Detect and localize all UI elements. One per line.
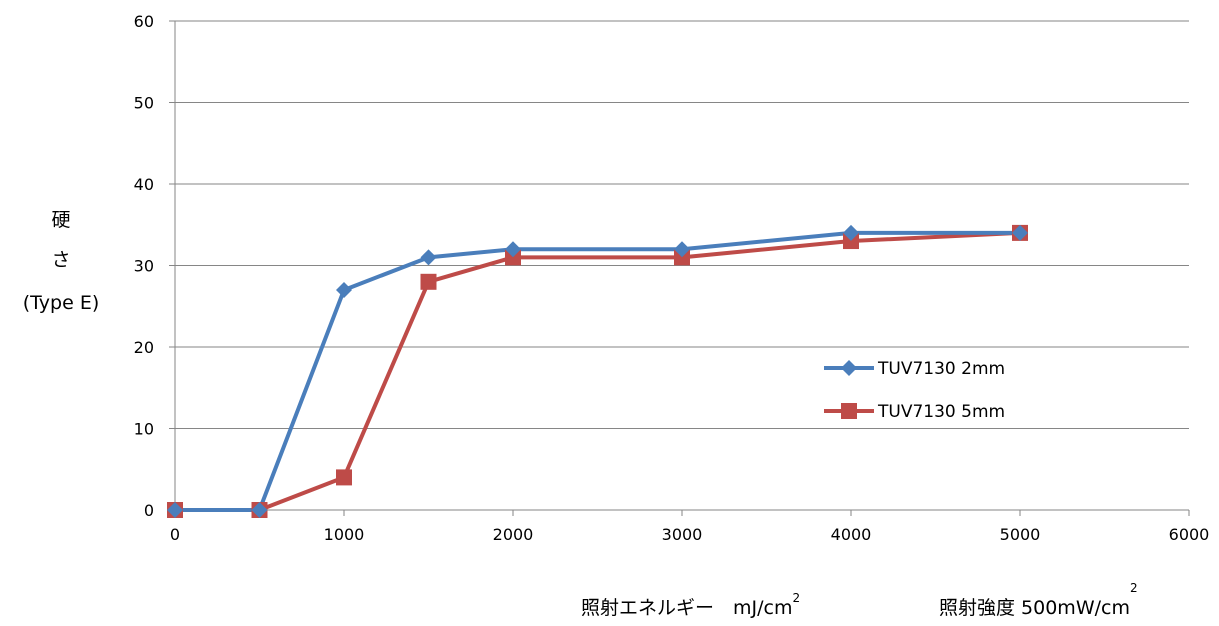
y-axis-label-line-1: 硬 (51, 209, 70, 231)
x-tick-label: 0 (170, 525, 180, 544)
legend-marker-2 (841, 403, 857, 419)
y-tick-label: 10 (134, 420, 154, 439)
intensity-superscript: 2 (1130, 581, 1138, 595)
data-point-series-1 (167, 502, 183, 518)
y-tick-label: 20 (134, 338, 154, 357)
x-tick-label: 2000 (493, 525, 534, 544)
data-point-series-2 (420, 273, 437, 290)
y-tick-label: 0 (144, 501, 154, 520)
data-point-series-2 (843, 233, 859, 250)
x-tick-labels: 0 1000 2000 3000 4000 5000 6000 (170, 525, 1209, 544)
legend: TUV7130 2mm TUV7130 5mm (824, 359, 1005, 422)
axes (174, 21, 1190, 516)
x-axis-title-superscript: 2 (792, 591, 800, 605)
y-axis-label-line-2: さ (51, 249, 70, 271)
legend-label-1: TUV7130 2mm (877, 359, 1005, 379)
x-tick-label: 1000 (324, 525, 365, 544)
y-axis-label: 硬 さ (Type E) (23, 209, 100, 314)
intensity-text: 照射強度 500mW/cm (939, 597, 1130, 619)
series-line-2 (173, 230, 1022, 512)
x-tick-label: 4000 (831, 525, 872, 544)
data-point-series-1 (251, 502, 268, 518)
x-axis-title-text: 照射エネルギー mJ/cm (581, 597, 792, 619)
irradiation-intensity-label: 照射強度 500mW/cm2 (939, 581, 1138, 619)
data-point-series-1 (336, 281, 352, 298)
series-lines (173, 230, 1022, 512)
y-tick-label: 60 (134, 12, 154, 31)
data-point-series-1 (505, 241, 521, 258)
y-axis-label-line-3: (Type E) (23, 292, 100, 314)
data-point-series-2 (674, 249, 690, 266)
x-tick-label: 3000 (662, 525, 703, 544)
data-point-series-1 (674, 241, 690, 258)
legend-marker-1 (841, 360, 857, 376)
x-axis-title: 照射エネルギー mJ/cm2 (581, 591, 800, 619)
x-tick-label: 5000 (1000, 525, 1041, 544)
data-point-series-2 (336, 469, 352, 486)
data-point-series-1 (1012, 224, 1028, 241)
y-tick-label: 30 (134, 257, 154, 276)
y-tick-labels: 0 10 20 30 40 50 60 (134, 12, 154, 520)
series-markers (167, 224, 1028, 518)
data-point-series-1 (420, 249, 437, 266)
series-line-1 (173, 230, 1022, 512)
y-tick-label: 50 (134, 94, 154, 113)
data-point-series-2 (505, 249, 521, 266)
y-tick-label: 40 (134, 175, 154, 194)
x-tick-label: 6000 (1169, 525, 1210, 544)
legend-label-2: TUV7130 5mm (877, 402, 1005, 422)
gridlines (169, 20, 1189, 511)
data-point-series-1 (843, 224, 859, 241)
